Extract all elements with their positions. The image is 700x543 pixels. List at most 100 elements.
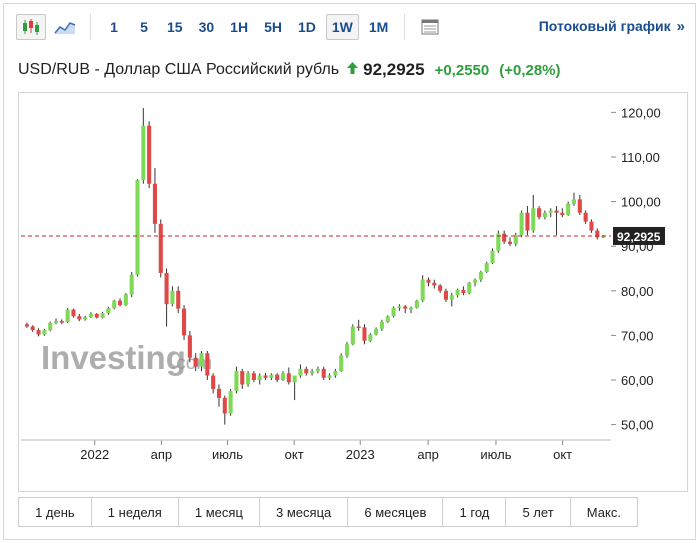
period-selector: 1 день 1 неделя 1 месяц 3 месяца 6 месяцев 1 …	[18, 497, 638, 527]
candle-body	[263, 375, 268, 378]
candle-body	[327, 375, 332, 378]
candle-body	[595, 230, 600, 238]
candle-body	[507, 241, 513, 244]
candle-body	[315, 368, 320, 372]
candle-body	[403, 306, 408, 309]
chart-widget: 1 5 15 30 1H 5H 1D 1W 1M Потоковый график» USD/R…	[3, 3, 696, 540]
candlestick-chart[interactable]: Investing.com120,00110,00100,0090,0080,0…	[19, 93, 687, 491]
current-price-label: 92,2925	[617, 230, 661, 244]
x-axis-label: апр	[151, 447, 173, 462]
candle-body	[583, 212, 588, 222]
candle-body	[391, 307, 396, 317]
candle-body	[374, 328, 379, 335]
candle-body	[59, 321, 64, 323]
investing-watermark: Investing	[41, 339, 186, 376]
candle-body	[362, 327, 367, 341]
candle-body	[205, 353, 210, 376]
table-icon[interactable]	[415, 14, 445, 40]
candle-body	[467, 282, 472, 294]
period-button[interactable]: 1 неделя	[91, 498, 179, 526]
candle-body	[100, 313, 105, 318]
candle-body	[496, 233, 501, 251]
candle-body	[292, 375, 297, 383]
candle-body	[170, 290, 175, 305]
candle-body	[42, 330, 47, 335]
period-button[interactable]: 1 день	[19, 498, 92, 526]
candle-body	[141, 125, 146, 181]
last-price: 92,2925	[363, 60, 425, 79]
interval-button-1h[interactable]: 1H	[230, 19, 249, 35]
period-button[interactable]: 6 месяцев	[348, 498, 444, 526]
interval-button-1[interactable]: 1	[110, 19, 118, 35]
period-button[interactable]: 1 месяц	[178, 498, 260, 526]
candle-body	[432, 282, 437, 286]
candle-body	[356, 326, 361, 328]
interval-button-1d[interactable]: 1D	[297, 19, 316, 35]
candle-body	[240, 371, 245, 385]
candle-body	[117, 300, 123, 306]
candle-body	[484, 263, 489, 273]
candle-body	[577, 199, 582, 213]
y-axis-label: 100,00	[621, 195, 661, 210]
y-axis-label: 70,00	[621, 328, 654, 343]
candle-body	[298, 368, 303, 376]
y-axis-label: 60,00	[621, 373, 654, 388]
interval-button-15[interactable]: 15	[167, 19, 183, 35]
candlestick-icon[interactable]	[16, 14, 46, 40]
candle-body	[490, 250, 495, 264]
interval-button-1w[interactable]: 1W	[325, 14, 359, 40]
candle-body	[251, 373, 256, 381]
candle-body	[106, 308, 111, 314]
candle-body	[135, 180, 140, 275]
x-axis-label: апр	[417, 447, 439, 462]
candle-body	[123, 294, 128, 306]
candle-body	[531, 208, 536, 231]
candle-body	[560, 212, 565, 215]
candle-body	[513, 235, 518, 244]
candle-body	[112, 300, 117, 309]
quote-header: USD/RUB - Доллар США Российский рубль 92…	[18, 60, 571, 80]
period-button[interactable]: 5 лет	[506, 498, 571, 526]
candle-body	[193, 357, 198, 367]
period-button[interactable]: Макс.	[570, 498, 637, 526]
candle-body	[438, 285, 443, 291]
candle-body	[473, 279, 478, 283]
candle-body	[211, 375, 216, 389]
candle-body	[152, 183, 157, 224]
candle-body	[269, 374, 274, 378]
price-change-percent: (+0,28%)	[499, 61, 561, 79]
candle-body	[350, 326, 355, 345]
candle-body	[397, 306, 402, 308]
x-axis-label: июль	[212, 447, 243, 462]
interval-button-5[interactable]: 5	[140, 19, 148, 35]
candle-body	[333, 371, 338, 376]
interval-group: 1 5 15 30 1H 5H 1D 1W 1M	[101, 14, 398, 40]
streaming-chart-link[interactable]: Потоковый график »	[539, 18, 685, 35]
candle-body	[408, 307, 414, 310]
period-button[interactable]: 1 год	[443, 498, 507, 526]
candle-body	[234, 371, 239, 392]
candle-body	[280, 373, 286, 381]
candle-body	[537, 208, 542, 218]
period-button[interactable]: 3 месяца	[259, 498, 349, 526]
candle-body	[147, 125, 152, 184]
candle-body	[94, 313, 99, 318]
candle-body	[187, 335, 192, 358]
interval-button-5h[interactable]: 5H	[264, 19, 282, 35]
price-chart[interactable]: Investing .com 120,00 110,00 100,00 90,00 80,0…	[18, 92, 688, 492]
streaming-chart-label: Потоковый график	[538, 18, 671, 34]
double-chevron-right-icon: »	[676, 18, 685, 35]
candle-body	[601, 235, 606, 238]
interval-button-1m[interactable]: 1M	[368, 19, 389, 35]
candle-body	[566, 203, 571, 215]
candle-body	[176, 290, 181, 309]
candle-body	[461, 289, 466, 294]
y-axis-label: 110,00	[621, 150, 660, 165]
area-chart-icon[interactable]	[50, 14, 80, 40]
toolbar-divider	[404, 14, 406, 40]
candle-body	[478, 272, 483, 280]
toolbar-divider	[90, 14, 91, 40]
interval-button-30[interactable]: 30	[198, 19, 215, 35]
candle-body	[30, 326, 35, 331]
up-arrow-icon	[347, 61, 359, 79]
